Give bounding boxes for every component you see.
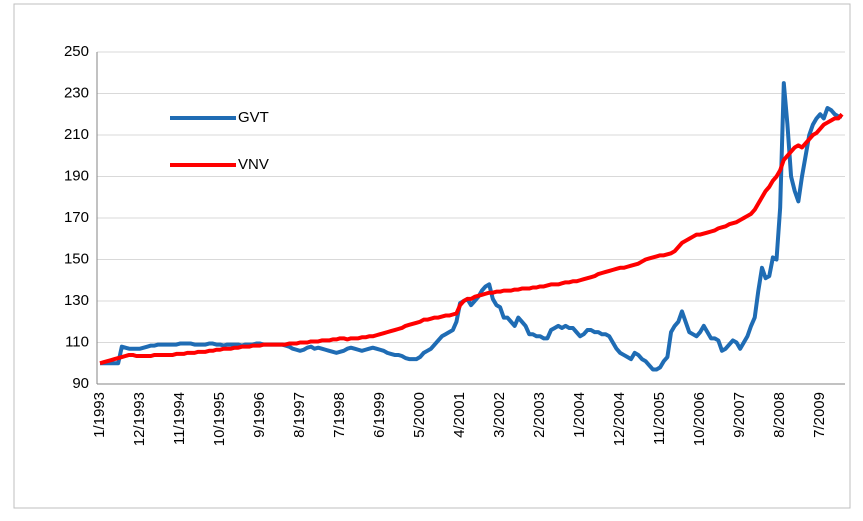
x-tick-label: 8/1997 (291, 392, 308, 438)
x-tick-label: 7/1998 (331, 392, 348, 438)
x-tick-label: 9/2007 (731, 392, 748, 438)
x-tick-label: 12/1993 (131, 392, 148, 446)
x-tick-label: 4/2001 (451, 392, 468, 438)
y-tick-label: 90 (72, 375, 89, 392)
y-tick-label: 210 (64, 126, 89, 143)
x-tick-label: 3/2002 (491, 392, 508, 438)
y-tick-label: 150 (64, 250, 89, 267)
x-tick-label: 6/1999 (371, 392, 388, 438)
x-tick-label: 1/1993 (91, 392, 108, 438)
y-tick-label: 110 (65, 333, 89, 350)
chart-frame (13, 3, 851, 509)
series-line (99, 112, 844, 366)
x-tick-label: 5/2000 (411, 392, 428, 438)
y-tick-label: 250 (64, 43, 89, 60)
x-tick-label: 9/1996 (251, 392, 268, 438)
x-tick-label: 10/1995 (211, 392, 228, 446)
y-tick-label: 170 (64, 209, 89, 226)
x-tick-label: 11/2005 (651, 392, 668, 445)
x-tick-label: 1/2004 (571, 392, 588, 438)
legend-label: GVT (238, 109, 269, 126)
x-tick-label: 8/2008 (771, 392, 788, 438)
series-line (100, 81, 842, 372)
legend-label: VNV (238, 156, 269, 173)
x-tick-label: 2/2003 (531, 392, 548, 438)
x-tick-label: 7/2009 (811, 392, 828, 438)
y-tick-label: 130 (64, 292, 89, 309)
y-tick-label: 230 (64, 84, 89, 101)
x-tick-label: 11/1994 (171, 392, 188, 445)
x-tick-label: 10/2006 (691, 392, 708, 446)
x-tick-label: 12/2004 (611, 392, 628, 446)
y-tick-label: 190 (64, 167, 89, 184)
